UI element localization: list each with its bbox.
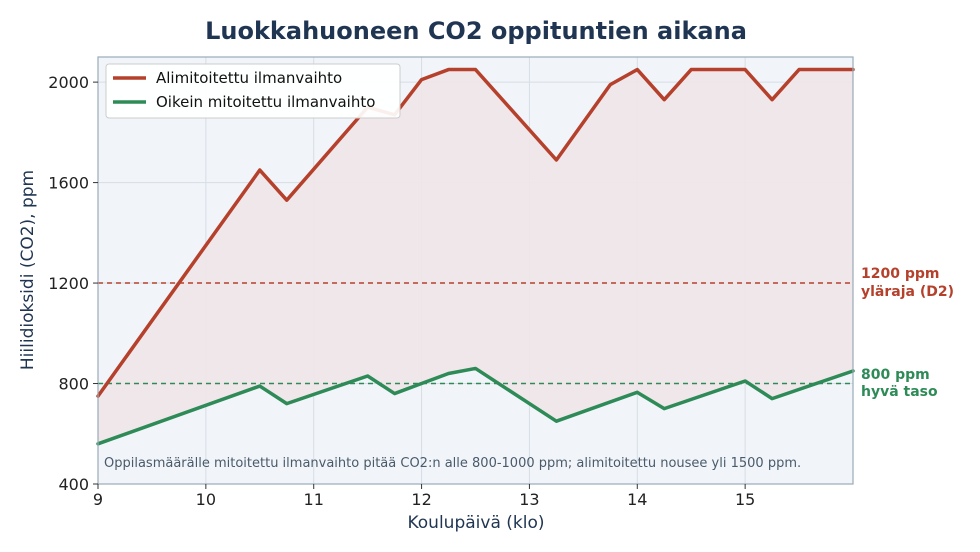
x-tick-label: 10 (196, 490, 216, 509)
ref-label-800-desc: hyvä taso (861, 384, 938, 400)
series-lines (96, 67, 855, 446)
series-line-under (96, 67, 855, 398)
y-axis-ticks: 400 800 1200 1600 2000 (48, 73, 98, 494)
reference-labels: 1200 ppm yläraja (D2) 800 ppm hyvä taso (861, 266, 954, 400)
legend-entry-under: Alimitoitettu ilmanvaihto (156, 69, 342, 87)
x-tick-label: 14 (627, 490, 647, 509)
x-axis-label: Koulupäivä (klo) (407, 513, 544, 533)
y-tick-label: 1600 (48, 174, 89, 193)
x-tick-label: 11 (304, 490, 324, 509)
legend-box (105, 63, 401, 119)
y-tick-label: 800 (58, 375, 89, 394)
series-line-proper (96, 366, 855, 446)
difference-fill-area (98, 69, 853, 444)
ref-label-1200-desc: yläraja (D2) (861, 284, 954, 300)
y-tick-label: 2000 (48, 73, 89, 92)
chart-title: Luokkahuoneen CO2 oppituntien aikana (205, 17, 747, 45)
chart-annotation: Oppilasmäärälle mitoitettu ilmanvaihto p… (104, 456, 801, 471)
y-tick-label: 1200 (48, 274, 89, 293)
x-axis-ticks: 9 10 11 12 13 14 15 (93, 484, 755, 509)
plot-frame (97, 56, 854, 485)
y-tick-label: 400 (58, 475, 89, 494)
x-tick-label: 9 (93, 490, 103, 509)
y-axis-label: Hiilidioksidi (CO2), ppm (18, 170, 38, 370)
ref-label-800-value: 800 ppm (861, 367, 930, 383)
ref-label-1200-value: 1200 ppm (861, 266, 939, 282)
x-tick-label: 12 (411, 490, 431, 509)
x-tick-label: 13 (519, 490, 539, 509)
legend: Alimitoitettu ilmanvaihto Oikein mitoite… (105, 63, 401, 119)
x-tick-label: 15 (735, 490, 755, 509)
legend-entry-proper: Oikein mitoitettu ilmanvaihto (156, 93, 375, 111)
